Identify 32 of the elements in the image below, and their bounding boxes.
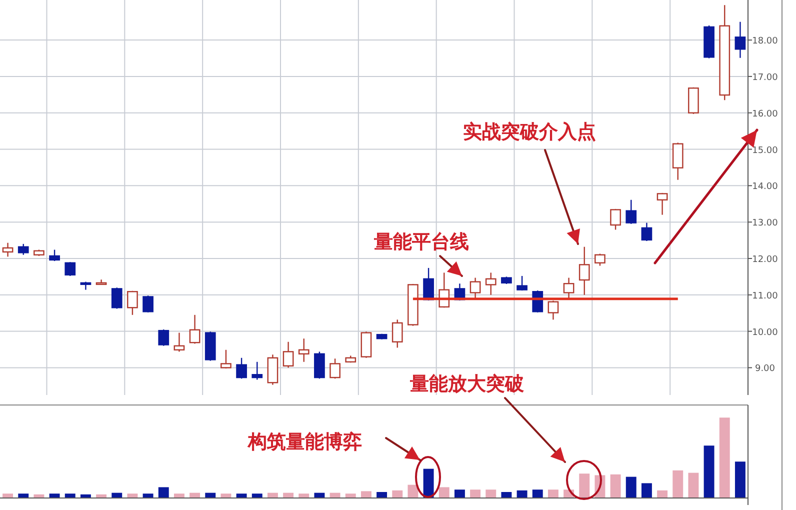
y-tick-label: 12.00 bbox=[752, 254, 778, 265]
annotation: 量能平台线 bbox=[373, 231, 469, 253]
y-tick-label: 11.00 bbox=[752, 291, 778, 302]
bar bbox=[641, 483, 652, 498]
annotation: 构筑量能博弈 bbox=[247, 431, 362, 453]
y-tick-label: 9.00 bbox=[754, 364, 776, 374]
bar bbox=[579, 474, 590, 498]
annotation: 实战突破介入点 bbox=[463, 121, 596, 143]
bar bbox=[532, 490, 543, 498]
bar bbox=[158, 487, 169, 498]
bar bbox=[548, 490, 558, 498]
y-tick-label: 14.00 bbox=[752, 182, 778, 192]
bar bbox=[734, 462, 746, 498]
bar bbox=[704, 446, 714, 498]
bar bbox=[470, 490, 481, 498]
annotation: 量能放大突破 bbox=[409, 373, 525, 395]
bar bbox=[719, 418, 730, 498]
y-tick-label: 10.00 bbox=[752, 328, 778, 338]
y-tick-label: 18.00 bbox=[752, 36, 778, 47]
bar bbox=[610, 474, 621, 498]
bar bbox=[360, 491, 372, 498]
bar bbox=[454, 490, 465, 498]
bar bbox=[626, 476, 636, 498]
bar bbox=[486, 490, 496, 498]
y-tick-label: 15.00 bbox=[752, 146, 778, 156]
bar bbox=[423, 468, 434, 498]
y-tick-label: 13.00 bbox=[752, 218, 778, 229]
y-tick-label: 16.00 bbox=[752, 109, 778, 120]
y-tick-label: 17.00 bbox=[752, 72, 778, 83]
bar bbox=[438, 487, 450, 498]
bar bbox=[688, 472, 699, 498]
bar bbox=[672, 470, 684, 498]
